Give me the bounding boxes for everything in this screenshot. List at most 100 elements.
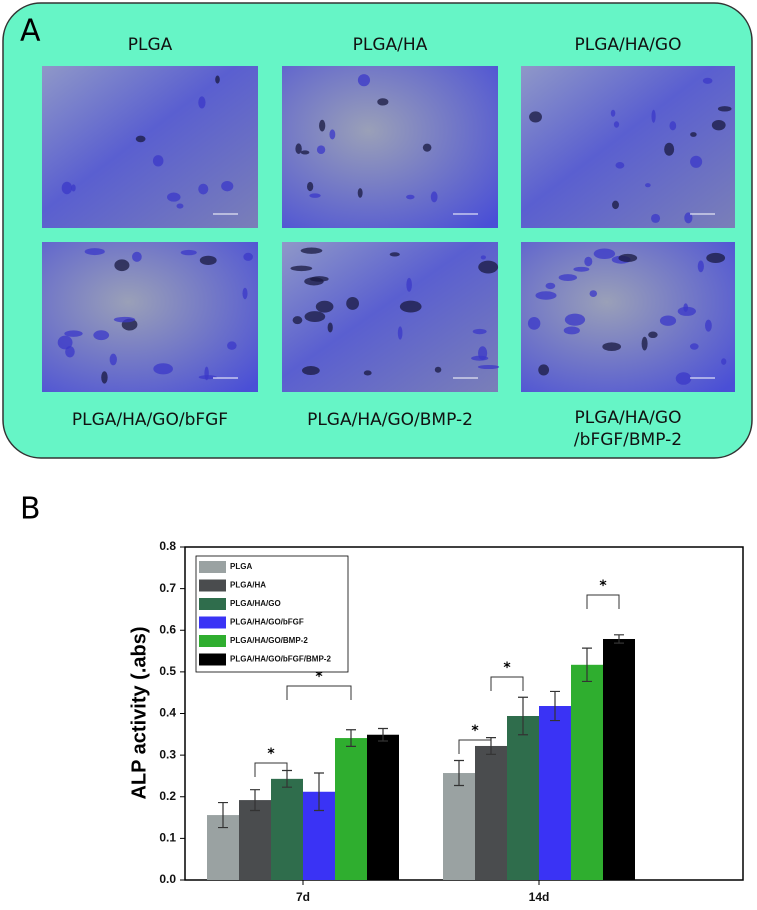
micrograph-spot [57, 335, 73, 350]
legend-label: PLGA/HA/GO [230, 599, 281, 608]
legend-label: PLGA/HA [230, 581, 266, 590]
significance-bracket [254, 762, 288, 777]
micrograph-spot [307, 181, 314, 192]
bar [507, 715, 539, 880]
micrograph-spot [545, 282, 556, 290]
panel-label: A [20, 14, 41, 49]
image-label: PLGA/HA/GO/bFGF [72, 410, 228, 430]
micrograph-spot [690, 155, 703, 168]
image-label: /bFGF/BMP-2 [574, 430, 682, 450]
image-label: PLGA [128, 35, 173, 55]
micrograph-spot [430, 191, 438, 203]
micrograph-spot [316, 145, 326, 155]
significance-bracket [286, 685, 352, 700]
significance-mark: * [315, 669, 323, 685]
legend-swatch [199, 635, 226, 647]
micrograph-spot [664, 142, 675, 156]
micrograph-spot [610, 109, 616, 117]
micrograph-spot [64, 330, 83, 337]
micrograph-spot [377, 98, 389, 106]
micrograph-spot [651, 109, 656, 123]
micrograph-spot [677, 306, 696, 316]
micrograph-spot [300, 150, 310, 155]
micrograph-spot [397, 326, 403, 340]
y-tick-label: 0.5 [159, 664, 176, 678]
image-label: PLGA/HA/GO/BMP-2 [307, 410, 473, 430]
significance-bracket [586, 594, 620, 609]
y-tick-label: 0.3 [159, 747, 176, 761]
micrograph-spot [406, 277, 412, 292]
micrograph-spot [602, 342, 622, 351]
micrograph-spot [135, 135, 146, 143]
bar [443, 773, 475, 880]
micrograph [521, 66, 735, 228]
micrograph-spot [301, 366, 320, 376]
micrograph-spot [84, 248, 105, 256]
micrograph-spot [319, 119, 326, 132]
micrograph-spot [399, 300, 422, 313]
micrograph-spot [705, 319, 712, 332]
y-tick-label: 0.0 [159, 872, 176, 886]
micrograph-spot [243, 252, 253, 261]
error-bar [346, 729, 356, 747]
y-tick-label: 0.4 [159, 706, 176, 720]
micrograph-spot [697, 260, 704, 273]
micrograph-spot [659, 315, 677, 326]
error-bar [218, 801, 228, 829]
micrograph-spot [292, 316, 303, 325]
legend-label: PLGA [230, 562, 252, 571]
micrograph-spot [527, 316, 541, 330]
micrograph-spot [363, 370, 372, 376]
micrograph-spot [684, 212, 693, 224]
image-label: PLGA/HA [353, 35, 428, 55]
significance-mark: * [471, 723, 479, 739]
y-tick-label: 0.7 [159, 581, 176, 595]
micrograph-spot [478, 346, 488, 361]
micrograph-spot [389, 252, 400, 257]
bar [271, 778, 303, 880]
micrograph-spot [199, 255, 217, 266]
micrograph-spot [109, 353, 117, 366]
legend-swatch [199, 598, 226, 610]
bar [571, 664, 603, 880]
micrograph-spot [93, 330, 110, 341]
micrograph-spot [589, 290, 598, 297]
micrograph-spot [651, 213, 661, 223]
micrograph-spot [180, 249, 197, 256]
legend-label: PLGA/HA/GO/bFGF/BMP-2 [230, 655, 331, 664]
micrograph-spot [406, 194, 415, 200]
micrograph-spot [357, 74, 371, 87]
micrograph-spot [573, 266, 590, 272]
y-tick-label: 0.6 [159, 622, 176, 636]
micrograph-spot [675, 372, 692, 385]
micrograph [282, 66, 498, 228]
bar [367, 734, 399, 880]
micrograph-spot [290, 265, 313, 272]
micrograph-spot [227, 341, 237, 350]
significance-bracket [490, 676, 524, 691]
x-tick-label: 14d [529, 890, 550, 904]
micrograph-spot [538, 364, 550, 376]
micrograph-spot [198, 183, 209, 195]
bar [239, 800, 271, 880]
micrograph-spot [593, 248, 616, 260]
image-label: PLGA/HA/GO [575, 408, 682, 428]
micrograph-spot [153, 363, 173, 375]
micrograph-spot [702, 77, 713, 84]
micrograph-spot [65, 346, 75, 358]
y-tick-label: 0.1 [159, 831, 176, 845]
micrograph-spot [309, 193, 321, 198]
micrograph-spot [615, 161, 625, 169]
error-bar [614, 634, 624, 644]
error-bar [518, 696, 528, 736]
micrograph-spot [114, 259, 130, 272]
bar [603, 638, 635, 880]
y-tick-label: 0.2 [159, 789, 176, 803]
micrograph-spot [221, 180, 234, 192]
x-tick-label: 7d [296, 890, 310, 904]
micrograph-spot [61, 181, 73, 195]
micrograph-spot [310, 276, 329, 282]
significance-mark: * [503, 660, 511, 676]
micrograph-spot [717, 106, 732, 112]
micrograph-spot [300, 247, 323, 254]
